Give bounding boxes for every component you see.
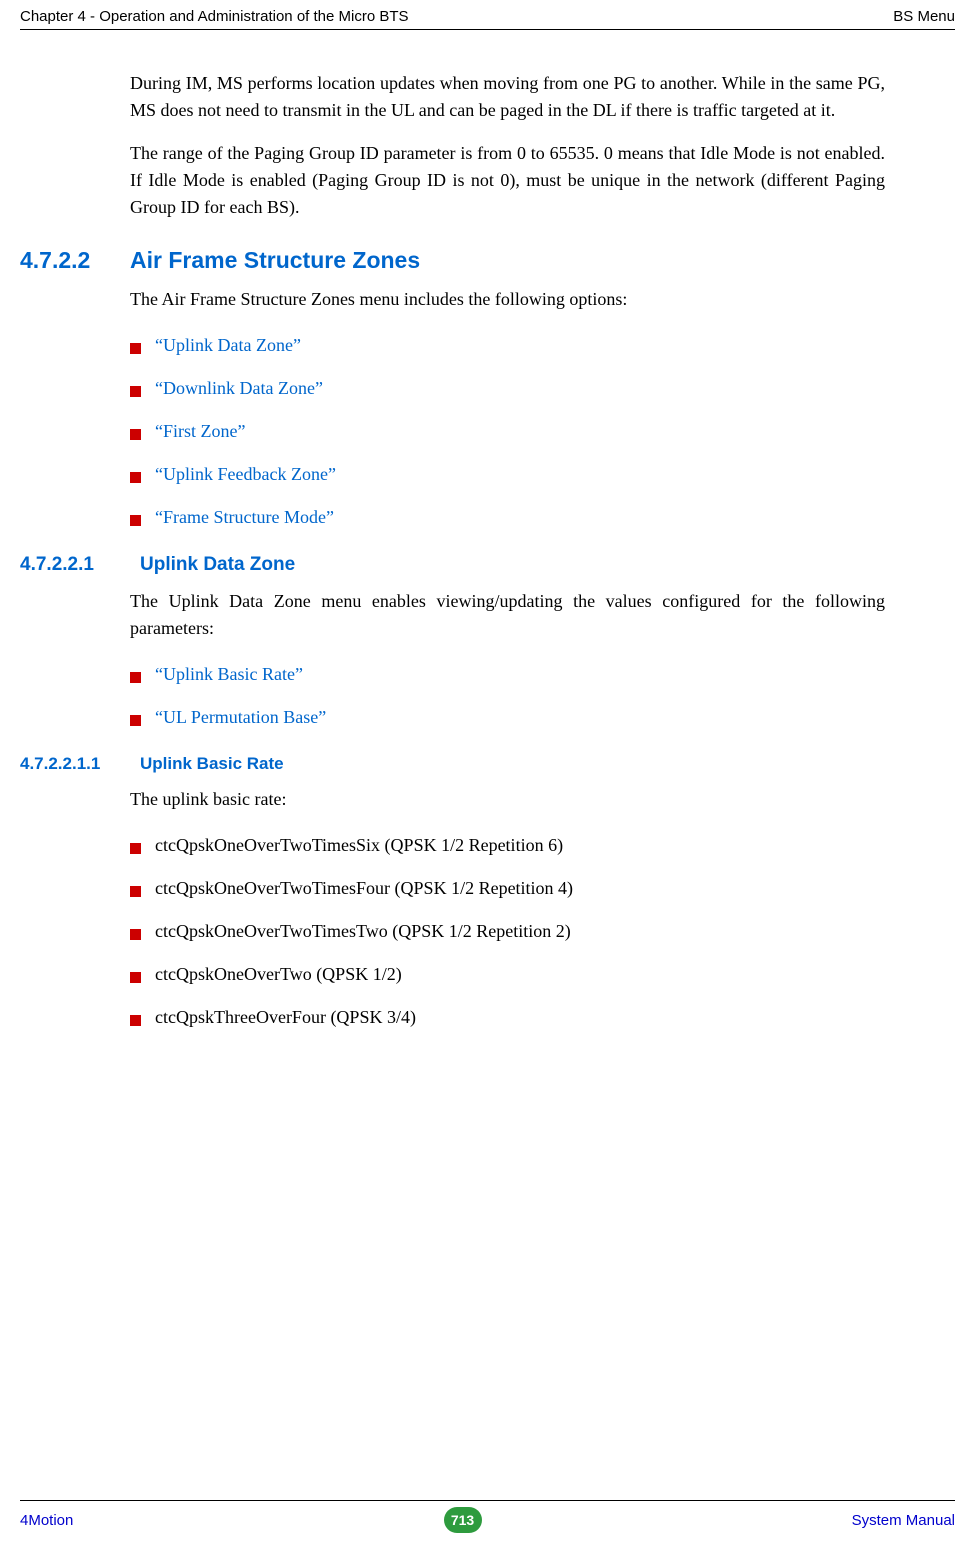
- list-item: ctcQpskThreeOverFour (QPSK 3/4): [130, 1007, 885, 1028]
- list-item: “Downlink Data Zone”: [130, 378, 885, 399]
- page-footer: 4Motion 713 System Manual: [0, 1500, 975, 1533]
- list-item: ctcQpskOneOverTwoTimesSix (QPSK 1/2 Repe…: [130, 835, 885, 856]
- list-item: ctcQpskOneOverTwoTimesTwo (QPSK 1/2 Repe…: [130, 921, 885, 942]
- zones-list: “Uplink Data Zone” “Downlink Data Zone” …: [130, 335, 885, 528]
- header-left: Chapter 4 - Operation and Administration…: [20, 8, 409, 25]
- list-item: ctcQpskOneOverTwo (QPSK 1/2): [130, 964, 885, 985]
- section-title: Air Frame Structure Zones: [130, 247, 420, 274]
- list-item-text: ctcQpskOneOverTwo (QPSK 1/2): [155, 964, 402, 985]
- bullet-icon: [130, 386, 141, 397]
- rates-list: ctcQpskOneOverTwoTimesSix (QPSK 1/2 Repe…: [130, 835, 885, 1028]
- list-item: “Uplink Data Zone”: [130, 335, 885, 356]
- header-right: BS Menu: [893, 8, 955, 25]
- list-item: “Frame Structure Mode”: [130, 507, 885, 528]
- page: Chapter 4 - Operation and Administration…: [0, 0, 975, 1545]
- list-item-link[interactable]: “First Zone”: [155, 421, 245, 442]
- content-area: During IM, MS performs location updates …: [0, 30, 975, 1028]
- bullet-icon: [130, 515, 141, 526]
- page-number-badge: 713: [444, 1507, 482, 1533]
- bullet-icon: [130, 472, 141, 483]
- section-title: Uplink Data Zone: [140, 554, 295, 576]
- footer-rule: [20, 1500, 955, 1501]
- bullet-icon: [130, 343, 141, 354]
- bullet-icon: [130, 886, 141, 897]
- list-item-link[interactable]: “Frame Structure Mode”: [155, 507, 334, 528]
- list-item-text: ctcQpskOneOverTwoTimesTwo (QPSK 1/2 Repe…: [155, 921, 571, 942]
- footer-row: 4Motion 713 System Manual: [20, 1507, 955, 1533]
- list-item-link[interactable]: “Uplink Data Zone”: [155, 335, 301, 356]
- list-item-text: ctcQpskOneOverTwoTimesFour (QPSK 1/2 Rep…: [155, 878, 573, 899]
- bullet-icon: [130, 1015, 141, 1026]
- bullet-icon: [130, 429, 141, 440]
- section-number: 4.7.2.2: [20, 247, 130, 274]
- list-item: “First Zone”: [130, 421, 885, 442]
- bullet-icon: [130, 972, 141, 983]
- list-item: “UL Permutation Base”: [130, 707, 885, 728]
- section-heading: 4.7.2.2.1 Uplink Data Zone: [20, 554, 885, 576]
- list-item: “Uplink Basic Rate”: [130, 664, 885, 685]
- section-number: 4.7.2.2.1: [20, 554, 140, 576]
- paragraph: The uplink basic rate:: [130, 786, 885, 813]
- bullet-icon: [130, 672, 141, 683]
- footer-right: System Manual: [852, 1512, 955, 1529]
- list-item-link[interactable]: “Uplink Basic Rate”: [155, 664, 303, 685]
- bullet-icon: [130, 929, 141, 940]
- paragraph: During IM, MS performs location updates …: [130, 70, 885, 124]
- section-number: 4.7.2.2.1.1: [20, 754, 140, 774]
- bullet-icon: [130, 843, 141, 854]
- bullet-icon: [130, 715, 141, 726]
- list-item-text: ctcQpskThreeOverFour (QPSK 3/4): [155, 1007, 416, 1028]
- list-item-link[interactable]: “Uplink Feedback Zone”: [155, 464, 336, 485]
- list-item: “Uplink Feedback Zone”: [130, 464, 885, 485]
- footer-left: 4Motion: [20, 1512, 73, 1529]
- uplink-params-list: “Uplink Basic Rate” “UL Permutation Base…: [130, 664, 885, 728]
- paragraph: The range of the Paging Group ID paramet…: [130, 140, 885, 221]
- section-heading: 4.7.2.2 Air Frame Structure Zones: [20, 247, 885, 274]
- list-item-link[interactable]: “Downlink Data Zone”: [155, 378, 323, 399]
- list-item-link[interactable]: “UL Permutation Base”: [155, 707, 326, 728]
- list-item: ctcQpskOneOverTwoTimesFour (QPSK 1/2 Rep…: [130, 878, 885, 899]
- section-title: Uplink Basic Rate: [140, 754, 284, 774]
- section-heading: 4.7.2.2.1.1 Uplink Basic Rate: [20, 754, 885, 774]
- paragraph: The Air Frame Structure Zones menu inclu…: [130, 286, 885, 313]
- list-item-text: ctcQpskOneOverTwoTimesSix (QPSK 1/2 Repe…: [155, 835, 563, 856]
- page-header: Chapter 4 - Operation and Administration…: [0, 0, 975, 29]
- paragraph: The Uplink Data Zone menu enables viewin…: [130, 588, 885, 642]
